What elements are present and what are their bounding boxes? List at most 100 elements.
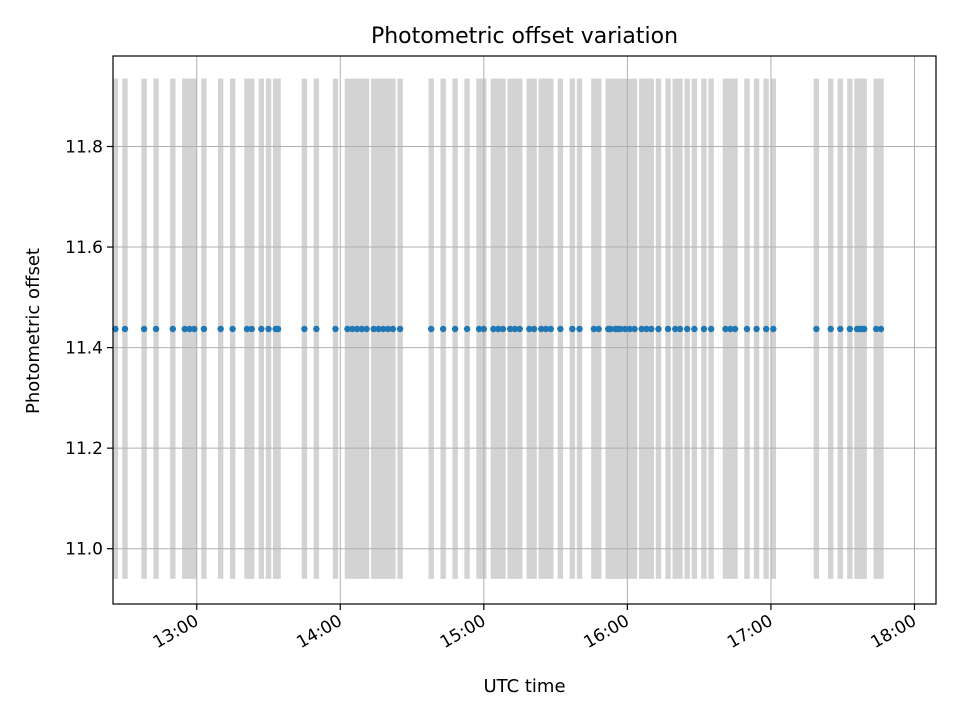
data-point: [672, 325, 679, 333]
data-point: [727, 325, 734, 333]
x-tick-label: 17:00: [724, 611, 776, 653]
grid-lines: [113, 56, 936, 604]
data-point: [743, 325, 751, 333]
data-point: [384, 325, 392, 333]
data-point: [181, 325, 188, 333]
data-point: [626, 325, 633, 333]
data-point: [827, 325, 834, 333]
data-point: [643, 325, 650, 333]
data-point: [569, 325, 576, 333]
data-point: [380, 325, 387, 333]
data-point: [427, 325, 435, 333]
data-point: [542, 325, 550, 333]
data-point: [396, 325, 404, 333]
data-point: [837, 325, 844, 333]
x-tick-label: 14:00: [293, 611, 345, 653]
data-point: [616, 325, 624, 333]
data-point: [499, 325, 507, 333]
data-point: [861, 325, 868, 333]
data-point: [353, 325, 361, 333]
data-point: [576, 325, 583, 333]
y-tick-label: 11.4: [65, 339, 103, 359]
data-point: [358, 325, 366, 333]
data-point: [631, 325, 638, 333]
data-point: [526, 325, 533, 333]
y-tick-label: 11.2: [65, 439, 103, 459]
data-point: [621, 325, 629, 333]
x-tick-label: 15:00: [437, 611, 489, 653]
data-points: [112, 325, 885, 333]
data-point: [648, 325, 655, 333]
data-point: [511, 325, 519, 333]
data-point: [846, 325, 854, 333]
data-point: [607, 325, 614, 333]
data-point: [762, 325, 770, 333]
data-point: [506, 325, 514, 333]
data-point: [274, 325, 282, 333]
data-point: [349, 325, 356, 333]
data-point: [363, 325, 370, 333]
x-tick-label: 16:00: [580, 611, 632, 653]
data-point: [375, 325, 382, 333]
data-point: [475, 325, 483, 333]
y-axis-label: Photometric offset: [23, 248, 44, 414]
data-point: [200, 325, 208, 333]
data-point: [655, 325, 662, 333]
data-point: [217, 325, 224, 333]
data-point: [121, 325, 129, 333]
data-point: [140, 325, 148, 333]
data-point: [332, 325, 339, 333]
data-point: [344, 325, 351, 333]
data-point: [877, 325, 885, 333]
data-point: [590, 325, 598, 333]
y-axis-ticks: 11.0 11.2 11.4 11.6 11.8: [65, 137, 113, 560]
data-point: [191, 325, 198, 333]
data-point: [451, 325, 459, 333]
data-point: [557, 325, 564, 333]
data-point: [389, 325, 397, 333]
data-point: [676, 325, 684, 333]
data-point: [313, 325, 320, 333]
data-point: [463, 325, 471, 333]
data-point: [683, 325, 691, 333]
data-point: [547, 325, 555, 333]
data-point: [243, 325, 251, 333]
data-point: [248, 325, 255, 333]
data-point: [753, 325, 760, 333]
data-point: [112, 325, 119, 333]
data-point: [530, 325, 538, 333]
x-axis-ticks: 13:00 14:00 15:00 16:00 17:00 18:00: [150, 604, 920, 653]
data-point: [186, 325, 193, 333]
data-point: [439, 325, 447, 333]
plot-frame: [112, 55, 937, 605]
y-tick-label: 11.8: [65, 137, 103, 157]
data-point: [722, 325, 729, 333]
x-axis-label: UTC time: [483, 676, 565, 697]
data-point: [813, 325, 820, 333]
data-point: [872, 325, 880, 333]
data-point: [595, 325, 602, 333]
chart-title: Photometric offset variation: [371, 24, 678, 49]
data-point: [638, 325, 645, 333]
data-point: [490, 325, 497, 333]
data-point: [516, 325, 523, 333]
data-point: [538, 325, 545, 333]
data-point: [169, 325, 177, 333]
data-point: [152, 325, 160, 333]
data-point: [707, 325, 715, 333]
data-point: [301, 325, 308, 333]
data-point: [265, 325, 272, 333]
data-point: [229, 325, 236, 333]
data-point: [664, 325, 672, 333]
x-tick-label: 13:00: [150, 611, 202, 653]
y-tick-label: 11.6: [65, 238, 103, 258]
data-point: [258, 325, 265, 333]
data-point: [700, 325, 708, 333]
x-tick-label: 18:00: [868, 611, 920, 653]
data-point: [770, 325, 777, 333]
data-point: [494, 325, 502, 333]
y-tick-label: 11.0: [65, 540, 103, 560]
data-point: [370, 325, 377, 333]
data-point: [691, 325, 698, 333]
